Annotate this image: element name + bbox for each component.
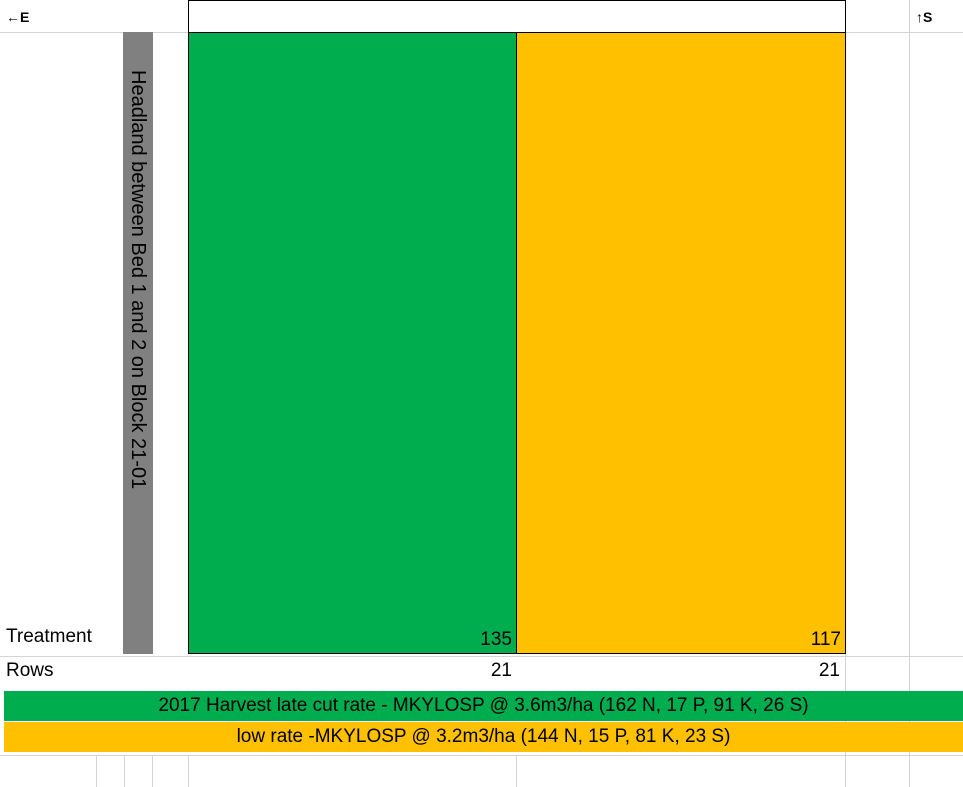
gridline bbox=[124, 755, 125, 787]
headland-strip: Headland between Bed 1 and 2 on Block 21… bbox=[123, 32, 153, 654]
plot-rows-value: 21 bbox=[490, 660, 512, 681]
plot-treatment-value: 117 bbox=[810, 629, 841, 650]
gridline bbox=[0, 656, 963, 657]
header-cell bbox=[516, 0, 846, 33]
gridline bbox=[152, 755, 153, 787]
gridline bbox=[188, 755, 189, 787]
gridline bbox=[96, 755, 97, 787]
gridline bbox=[516, 755, 517, 787]
compass-east-label: ←E bbox=[6, 9, 30, 25]
gridline bbox=[0, 755, 963, 756]
legend-high-rate: 2017 Harvest late cut rate - MKYLOSP @ 3… bbox=[4, 691, 963, 721]
plot-rows-value: 21 bbox=[818, 660, 840, 681]
gridline bbox=[909, 0, 910, 787]
legend-text: 2017 Harvest late cut rate - MKYLOSP @ 3… bbox=[158, 695, 809, 716]
legend-low-rate: low rate -MKYLOSP @ 3.2m3/ha (144 N, 15 … bbox=[4, 722, 963, 752]
header-cell bbox=[188, 0, 517, 33]
treatment-label: Treatment bbox=[6, 626, 92, 647]
plot-green: 135 bbox=[188, 32, 517, 654]
plot-treatment-value: 135 bbox=[480, 629, 512, 650]
gridline bbox=[845, 755, 846, 787]
rows-label: Rows bbox=[6, 660, 54, 681]
plot-orange: 117 bbox=[516, 32, 846, 654]
headland-label: Headland between Bed 1 and 2 on Block 21… bbox=[127, 70, 149, 490]
compass-south-label: ↑S bbox=[916, 9, 933, 25]
legend-text: low rate -MKYLOSP @ 3.2m3/ha (144 N, 15 … bbox=[236, 726, 731, 747]
